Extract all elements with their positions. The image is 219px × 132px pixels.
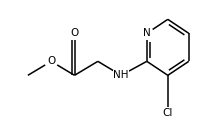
Text: N: N [143,28,151,38]
Text: NH: NH [113,70,129,80]
Text: O: O [47,56,55,66]
Text: O: O [70,28,79,38]
Text: Cl: Cl [163,108,173,118]
